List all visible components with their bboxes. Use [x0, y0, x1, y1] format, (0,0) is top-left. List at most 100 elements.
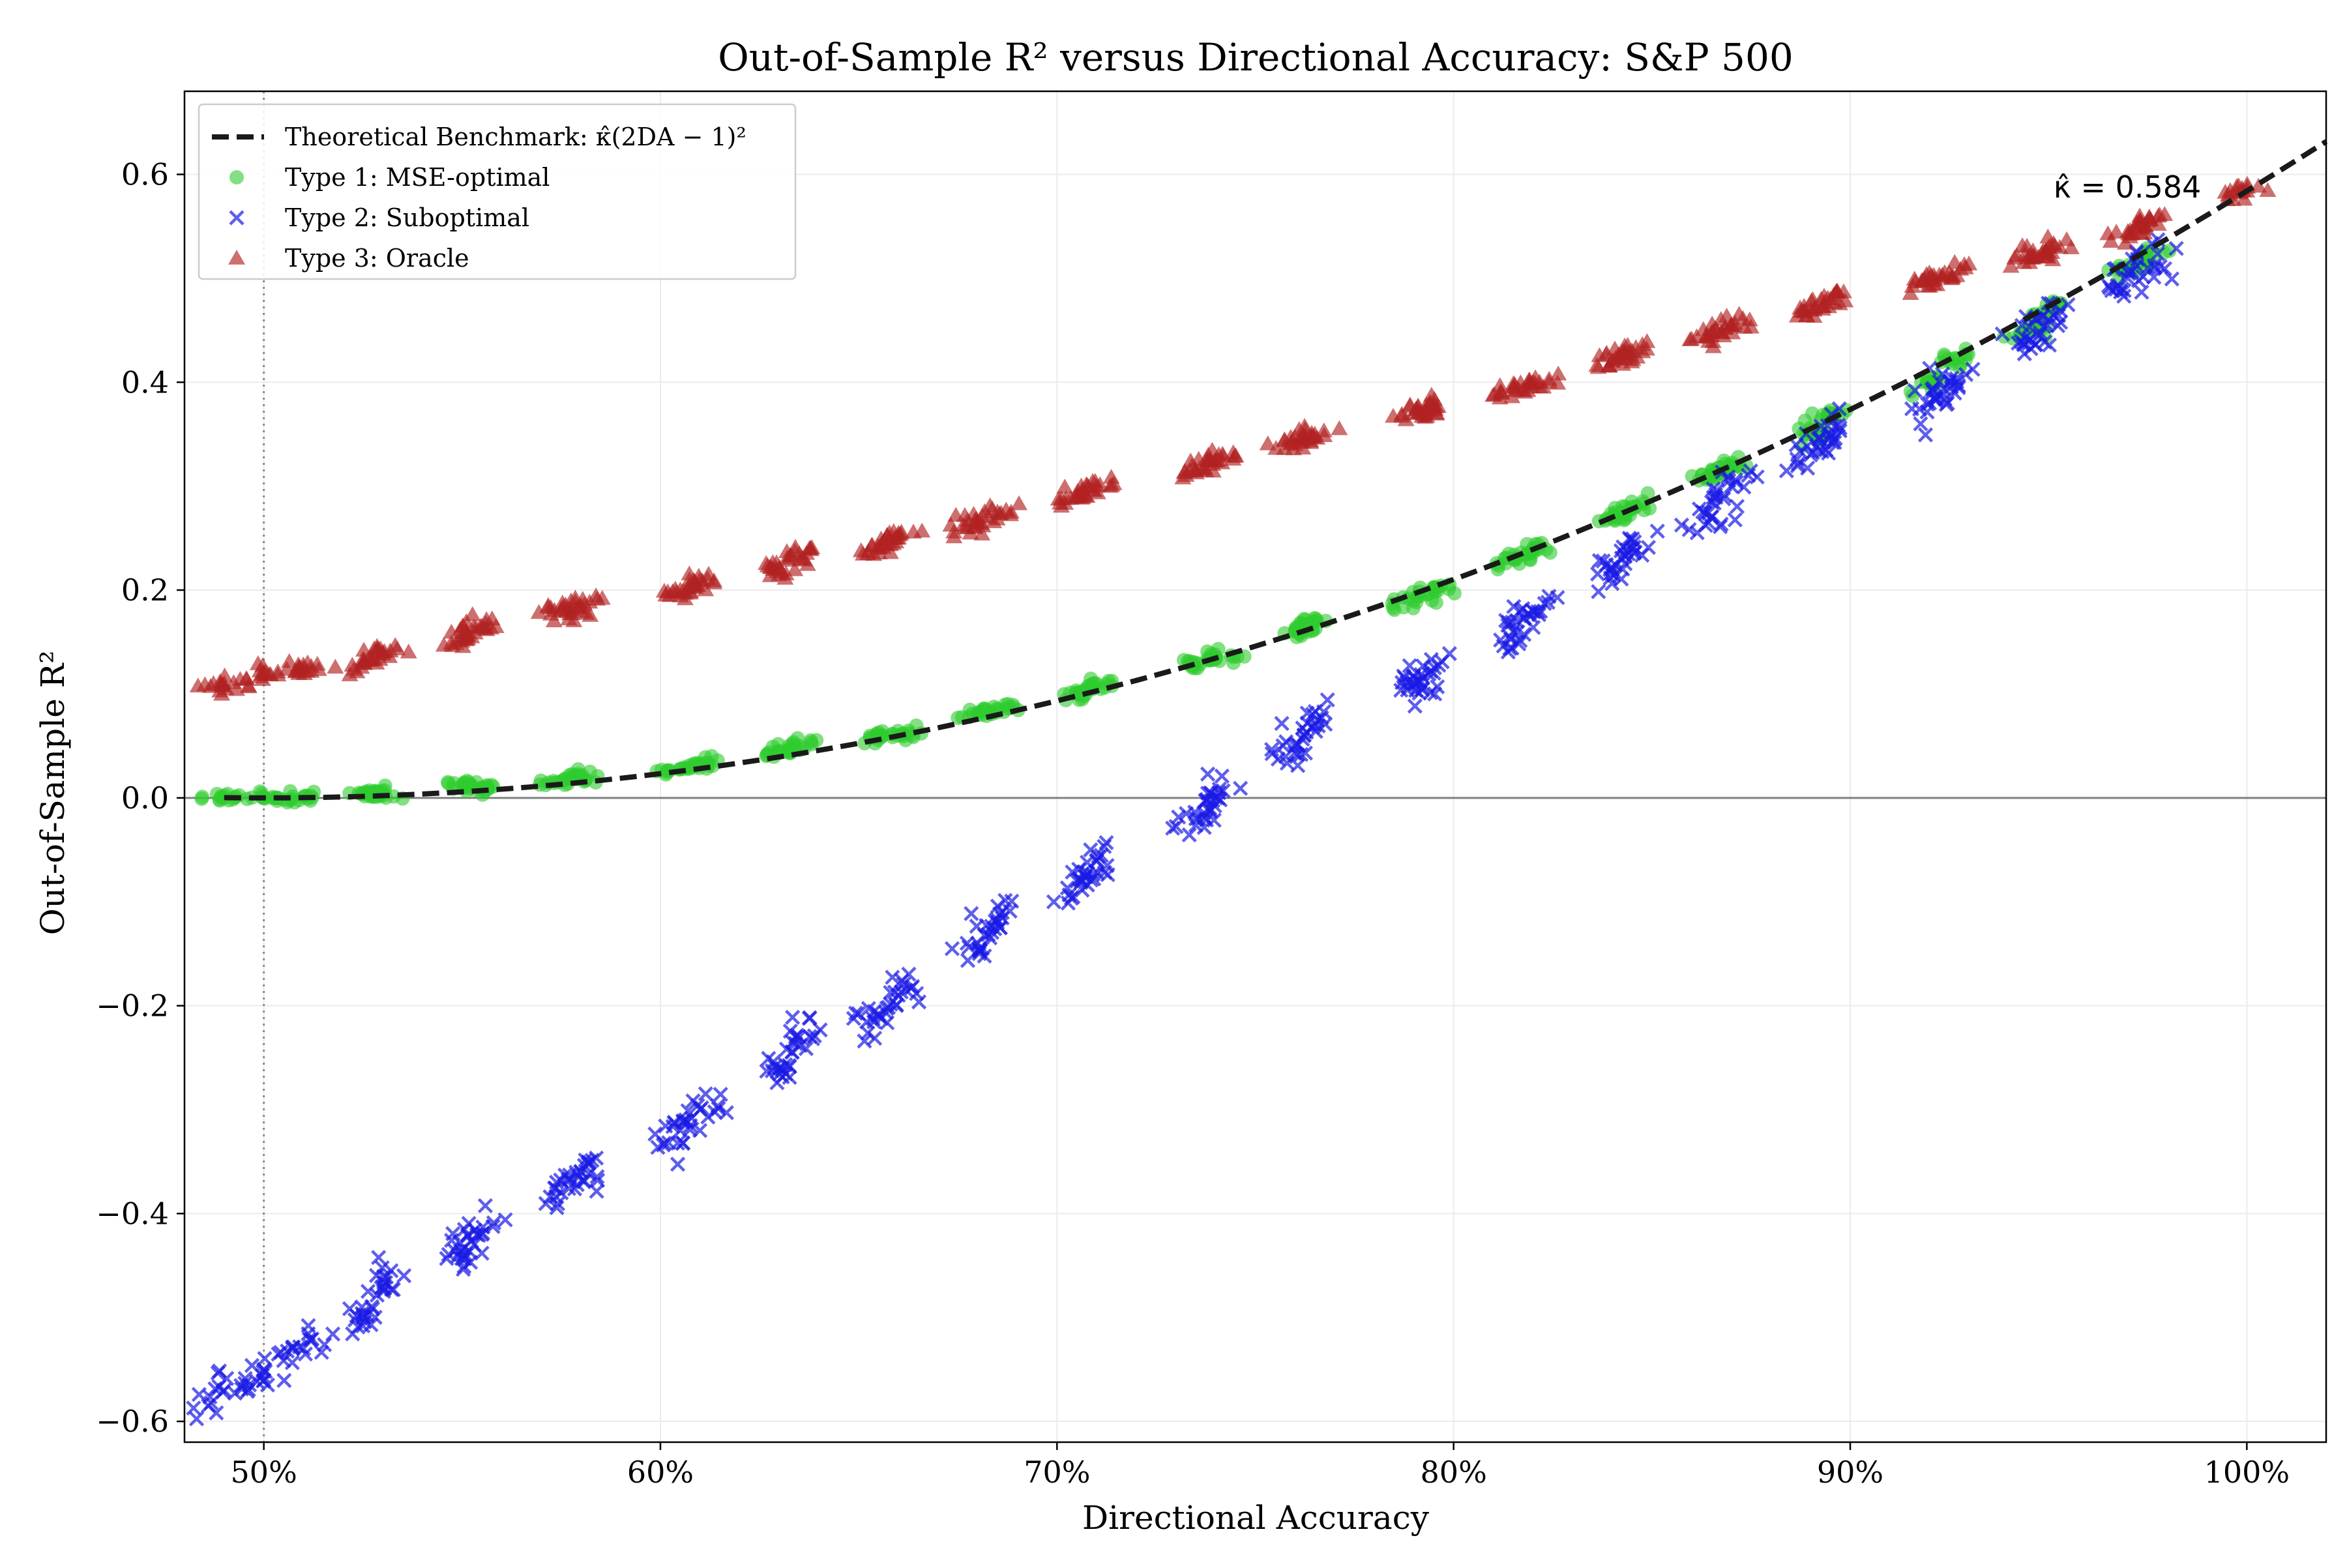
- point: [802, 1029, 818, 1044]
- point: [1206, 812, 1222, 828]
- point: [1426, 660, 1442, 675]
- point: [276, 1372, 292, 1388]
- point: [1056, 479, 1074, 494]
- point: [1294, 439, 1312, 455]
- point: [655, 1137, 671, 1153]
- point: [1743, 463, 1758, 479]
- point: [1011, 495, 1028, 510]
- point: [1214, 768, 1230, 784]
- point: [1638, 340, 1655, 356]
- point: [460, 1227, 476, 1243]
- point: [1278, 748, 1293, 765]
- point: [589, 1150, 604, 1166]
- point: [1681, 522, 1697, 537]
- point: [1813, 419, 1829, 434]
- point: [371, 1250, 387, 1265]
- point: [1505, 378, 1522, 393]
- point: [994, 910, 1010, 926]
- point: [647, 1126, 663, 1142]
- point: [1526, 604, 1542, 620]
- point: [1211, 785, 1227, 801]
- point: [1259, 435, 1277, 451]
- point: [2014, 237, 2031, 252]
- point: [1625, 531, 1640, 547]
- point: [435, 636, 452, 652]
- point: [278, 660, 295, 676]
- point: [1820, 445, 1837, 461]
- point: [285, 1341, 301, 1357]
- point: [341, 666, 359, 681]
- point: [1589, 359, 1607, 374]
- point: [990, 898, 1006, 914]
- point: [944, 941, 960, 956]
- point: [1501, 629, 1518, 644]
- point: [865, 1011, 881, 1026]
- point: [575, 768, 590, 783]
- point: [1727, 512, 1743, 527]
- point: [1074, 481, 1091, 497]
- point: [1215, 783, 1231, 799]
- point: [576, 1157, 593, 1174]
- point: [1181, 827, 1197, 843]
- point: [1550, 365, 1567, 381]
- point: [1263, 741, 1280, 758]
- point: [297, 1346, 314, 1362]
- point: [1788, 437, 1804, 452]
- plot-frame: [183, 90, 2327, 1443]
- point: [364, 1301, 381, 1317]
- point: [1835, 283, 1852, 299]
- point: [1407, 698, 1423, 714]
- point: [368, 1267, 385, 1283]
- point: [299, 662, 316, 678]
- point: [911, 994, 927, 1010]
- point: [276, 1353, 291, 1368]
- x-tick-label: 70%: [1024, 1455, 1090, 1490]
- point: [188, 1411, 205, 1427]
- point: [242, 1377, 258, 1393]
- point: [1683, 331, 1700, 346]
- point: [1716, 491, 1732, 507]
- point: [1191, 460, 1209, 475]
- point: [778, 1041, 795, 1057]
- point: [1097, 838, 1112, 854]
- point: [244, 1357, 260, 1373]
- y-tick-label: −0.2: [96, 988, 169, 1024]
- series-x: [186, 232, 2184, 1427]
- point: [194, 791, 209, 806]
- point: [1701, 505, 1717, 520]
- point: [1640, 540, 1657, 555]
- point: [1790, 458, 1805, 474]
- point: [1080, 877, 1095, 893]
- point: [256, 1372, 272, 1388]
- point: [1491, 389, 1509, 405]
- point: [1530, 604, 1546, 619]
- benchmark-line: [224, 139, 2328, 801]
- point: [2157, 261, 2173, 276]
- point: [1735, 319, 1753, 334]
- point: [2062, 239, 2080, 254]
- point: [1591, 584, 1606, 600]
- point: [885, 969, 900, 985]
- point: [909, 986, 924, 1001]
- y-axis-label: Out-of-Sample R²: [34, 651, 72, 936]
- point: [2259, 182, 2277, 197]
- point: [658, 1118, 673, 1134]
- point: [1614, 571, 1629, 587]
- point: [463, 1254, 479, 1270]
- legend-box: [198, 103, 797, 280]
- point: [1076, 864, 1092, 880]
- point: [1712, 311, 1730, 326]
- point: [1061, 887, 1077, 903]
- point: [1399, 674, 1415, 690]
- legend-label: Type 3: Oracle: [285, 244, 469, 273]
- legend-label: Type 2: Suboptimal: [285, 203, 529, 232]
- point: [1805, 308, 1823, 323]
- point: [789, 1028, 805, 1043]
- point: [1057, 495, 1074, 510]
- point: [2050, 308, 2067, 323]
- point: [477, 1198, 494, 1213]
- point: [2041, 295, 2056, 311]
- point: [1936, 381, 1951, 396]
- point: [2168, 241, 2184, 256]
